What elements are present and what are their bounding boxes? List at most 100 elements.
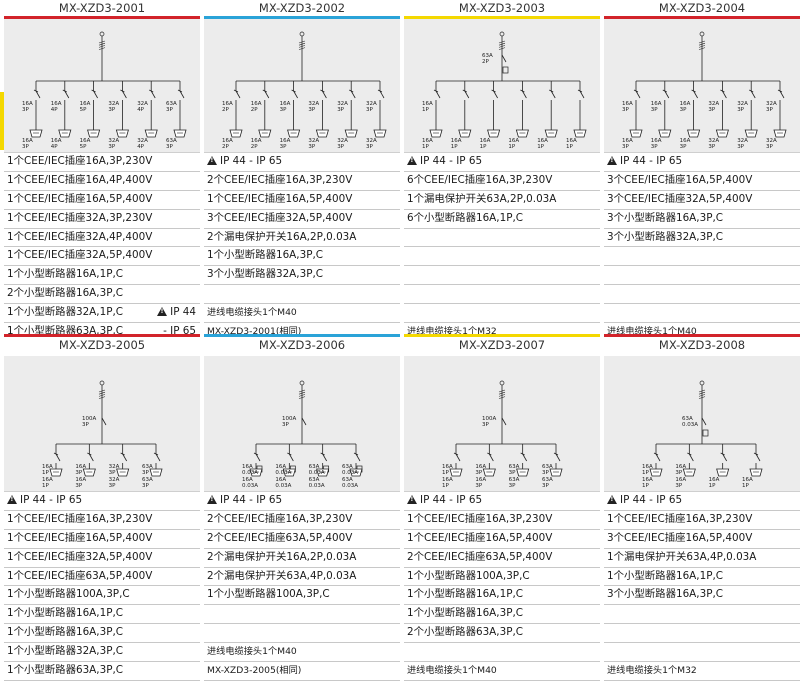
branch-label: 16A [51, 101, 62, 107]
branch-label: 2P [482, 59, 489, 65]
spec-text: 3个小型断路器32A,3P,C [607, 230, 724, 243]
spec-row [404, 266, 600, 286]
branch-label: 32A [308, 138, 319, 144]
breaker-mark [349, 89, 354, 93]
branch-label: 16A [75, 477, 86, 483]
branch-label: 3P [675, 483, 682, 489]
branch-label: 3P [337, 107, 344, 113]
spec-text: 进线电缆接头1个M32 [407, 326, 497, 338]
spec-text: 2个CEE/IEC插座16A,3P,230V [207, 512, 353, 525]
product-code-text: MX-XZD3-2008 [658, 338, 746, 352]
breaker-contact [322, 90, 327, 99]
spec-row: 进线电缆接头1个M40 [204, 304, 400, 324]
spec-row: 1个小型断路器100A,3P,C [204, 586, 400, 606]
breaker-mark [491, 89, 496, 93]
circuit-diagram-svg: 16A3P16A3P16A4P16A4P16A5P16A5P32A3P32A3P… [22, 31, 187, 150]
breaker-contact [122, 90, 127, 99]
spec-text: IP 44 - IP 65 [220, 155, 283, 167]
breaker-mark [687, 452, 692, 456]
spec-row [604, 624, 800, 644]
yellow-edge-marker [0, 92, 4, 150]
spec-text: 进线电缆接头1个M32 [607, 665, 697, 677]
warning-triangle-icon [407, 156, 417, 165]
spec-text: 1个CEE/IEC插座16A,4P,400V [7, 173, 153, 186]
ip-rating-text: IP 44 [170, 306, 196, 319]
breaker-contact [488, 453, 494, 462]
branch-label: 32A [109, 464, 120, 470]
branch-label: 3P [680, 107, 687, 113]
cable-mark [298, 389, 306, 393]
branch-label: 16A [242, 464, 253, 470]
color-accent-bar [4, 334, 200, 337]
cable-mark [298, 396, 306, 399]
spec-row [204, 624, 400, 644]
spec-row: 进线电缆接头1个M32 [604, 662, 800, 681]
branch-label: 3P [22, 144, 29, 150]
branch-label: 63A [142, 464, 153, 470]
cable-mark [698, 396, 706, 399]
spec-text: 1个CEE/IEC插座16A,5P,400V [207, 192, 353, 205]
spec-row: 1个CEE/IEC插座16A,3P,230V [604, 511, 800, 530]
breaker-contact [264, 90, 270, 99]
product-card: MX-XZD3-2008 63A 0.03A 16A 1P 16A 1P 16A 3P 16A 3P… [604, 334, 800, 681]
branch-label: 32A [708, 138, 719, 144]
branch-label: 16A [508, 138, 519, 144]
socket-symbol [682, 468, 696, 477]
product-card: MX-XZD3-2001 16A 3P 16A 3P 16A 4P 16A 4P 16A 5P 16A… [4, 0, 200, 342]
spec-text: 2个小型断路器16A,3P,C [7, 287, 124, 300]
branch-label: 3P [766, 144, 773, 150]
branch-label: 16A [222, 138, 233, 144]
product-code-text: MX-XZD3-2001 [58, 1, 146, 15]
branch-label: 16A [622, 101, 633, 107]
branch-label: 16A [275, 477, 286, 483]
branch-label: 16A [475, 464, 486, 470]
breaker-contact [779, 90, 785, 99]
spec-row: 1个CEE/IEC插座63A,5P,400V [4, 568, 200, 587]
breaker-contact [635, 90, 641, 99]
color-accent-bar [4, 16, 200, 19]
breaker-mark [149, 89, 154, 93]
spec-row: 1个CEE/IEC插座32A,4P,400V [4, 229, 200, 248]
breaker-contact [693, 90, 698, 99]
branch-label: 2P [251, 144, 258, 150]
cable-mark [298, 47, 306, 50]
spec-text: 6个小型断路器16A,1P,C [407, 211, 524, 224]
breaker-mark [291, 89, 296, 93]
branch-label: 5P [80, 107, 87, 113]
breaker-mark [520, 452, 525, 456]
breaker-contact [435, 90, 441, 99]
spec-text: 3个CEE/IEC插座16A,5P,400V [607, 531, 753, 544]
spec-text: 1个CEE/IEC插座16A,3P,230V [7, 512, 153, 525]
circuit-diagram: 16A 3P 16A 3P 16A 4P 16A 4P 16A 5P 16A 5P 32A 3P 32A 3P… [4, 19, 200, 153]
spec-row: IP 44 - IP 65 [404, 492, 600, 511]
spec-row: 1个漏电保护开关63A,2P,0.03A [404, 191, 600, 210]
branch-label: 3P [366, 107, 373, 113]
product-card: MX-XZD3-2003 63A 2P 16A 1P 16A 1P 16A 1P 16A 1P 16A… [404, 0, 600, 342]
spec-text: 1个CEE/IEC插座16A,5P,400V [407, 531, 553, 544]
branch-label: 4P [51, 144, 58, 150]
branch-label: 63A [342, 464, 353, 470]
cable-mark [98, 42, 106, 46]
spec-row: 3个小型断路器16A,3P,C [604, 210, 800, 229]
product-card: MX-XZD3-2005 100A 3P 16A 1P 16A 1P 16A 3P 16A 3P 32… [4, 334, 200, 681]
spec-row [404, 304, 600, 324]
spec-text: 1个小型断路器100A,3P,C [7, 588, 130, 601]
breaker-mark [177, 89, 183, 93]
spec-text: 1个小型断路器16A,3P,C [407, 607, 524, 620]
branch-label: 16A [442, 464, 453, 470]
spec-text: 进线电缆接头1个M40 [407, 665, 497, 677]
spec-row: 1个CEE/IEC插座16A,3P,230V [4, 153, 200, 172]
branch-label: 32A [766, 138, 777, 144]
branch-label: 0.03A [242, 483, 258, 489]
branch-label: 63A [542, 464, 553, 470]
branch-label: 2P [222, 144, 229, 150]
breaker-contact [722, 90, 727, 99]
cable-mark [698, 47, 706, 50]
product-code: MX-XZD3-2001 [4, 0, 200, 19]
branch-label: 0.03A [342, 483, 358, 489]
breaker-contact [350, 90, 356, 99]
branch-label: 16A [651, 101, 662, 107]
branch-label: 16A [675, 477, 686, 483]
supply-terminal [699, 380, 705, 386]
spec-row: IP 44 - IP 65 [204, 492, 400, 511]
